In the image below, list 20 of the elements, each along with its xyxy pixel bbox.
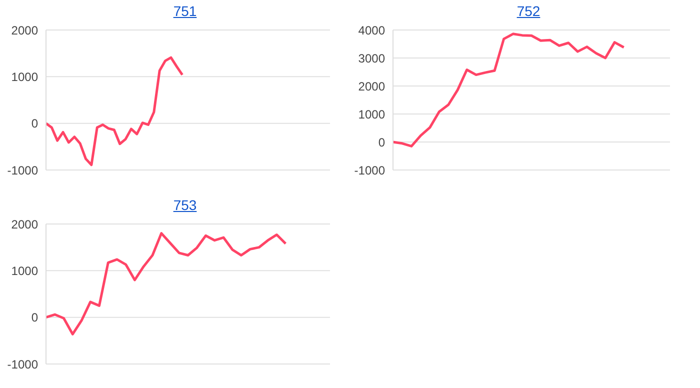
y-tick-label: 1000 [11, 264, 38, 278]
line-series [44, 56, 184, 166]
y-tick-label: 4000 [358, 23, 386, 38]
y-tick-label: -1000 [354, 163, 386, 178]
y-tick-label: 1000 [358, 107, 386, 122]
y-tick-label: -1000 [7, 357, 38, 372]
chart-title: 751 [172, 2, 198, 21]
y-tick-label: 1000 [11, 70, 38, 84]
y-tick-label: 3000 [358, 51, 386, 66]
chart-title: 752 [516, 2, 542, 21]
chart-title: 753 [172, 196, 198, 215]
y-tick-label: 2000 [358, 79, 386, 94]
y-tick-label: 0 [31, 116, 38, 131]
line-series [44, 232, 287, 336]
y-tick-label: 0 [378, 135, 386, 150]
y-tick-label: 2000 [11, 217, 38, 232]
y-tick-label: 2000 [11, 23, 38, 38]
y-tick-label: -1000 [7, 163, 38, 178]
line-series [392, 32, 626, 148]
y-tick-label: 0 [31, 310, 38, 325]
